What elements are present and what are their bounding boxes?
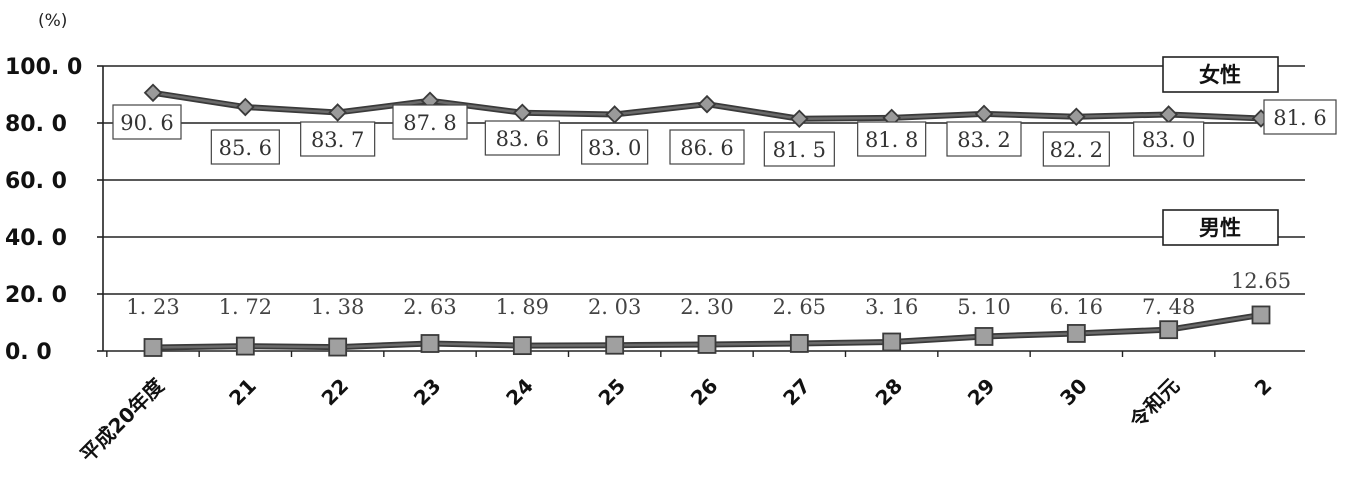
data-point [974, 327, 994, 346]
x-tick-label: 令和元 [1125, 374, 1184, 433]
data-point [143, 83, 163, 103]
data-label: 83. 6 [496, 127, 549, 151]
series-name-label: 男性 [1199, 216, 1241, 240]
data-label: 6. 16 [1050, 295, 1103, 319]
data-point [974, 104, 994, 124]
data-label: 1. 89 [496, 295, 549, 319]
x-tick-label: 30 [1055, 374, 1092, 411]
data-point [513, 103, 532, 123]
x-tick-label: 21 [224, 374, 261, 411]
data-label: 1. 38 [311, 295, 364, 319]
data-label: 90. 6 [120, 111, 173, 135]
data-point [1066, 324, 1086, 343]
data-point [328, 103, 347, 122]
data-point [789, 334, 809, 353]
data-label-box [1042, 131, 1110, 167]
data-label: 7. 48 [1142, 295, 1195, 319]
data-label-box [1133, 121, 1205, 157]
data-label: 1. 23 [126, 295, 179, 319]
series-name-box [1162, 56, 1279, 93]
data-label: 82. 2 [1050, 138, 1103, 162]
y-tick-label: 20. 0 [5, 283, 67, 308]
data-label-box [300, 121, 376, 157]
data-point [328, 337, 348, 357]
y-tick-label: 60. 0 [5, 169, 67, 194]
y-tick-label: 0. 0 [5, 340, 52, 365]
data-point [882, 332, 902, 352]
x-tick-label: 28 [871, 374, 908, 411]
data-label-box [484, 120, 560, 156]
data-point [143, 338, 163, 357]
data-label: 87. 8 [403, 111, 456, 135]
series-name-label: 女性 [1199, 63, 1241, 87]
data-point [1251, 305, 1271, 325]
data-point [420, 334, 440, 353]
data-label-box [669, 129, 745, 165]
data-point [1159, 105, 1178, 124]
data-label: 81. 8 [865, 128, 918, 152]
data-label-box [392, 104, 468, 140]
data-label: 83. 2 [957, 128, 1010, 152]
data-point [236, 97, 255, 117]
data-point [1067, 107, 1086, 127]
x-tick-labels: 平成20年度 21 22 23 24 25 26 27 28 29 30 令和元 2 [75, 373, 1276, 467]
data-label-box [946, 121, 1022, 157]
data-label: 2. 65 [773, 295, 826, 319]
data-label: 86. 6 [680, 136, 733, 160]
data-label: 81. 6 [1273, 106, 1326, 130]
unit-label: (%) [38, 11, 67, 31]
data-label: 83. 0 [588, 136, 641, 160]
y-tick-label: 100. 0 [5, 55, 82, 80]
data-point [697, 335, 717, 354]
data-point [605, 335, 625, 355]
series-markers [143, 83, 1271, 357]
data-label: 85. 6 [219, 136, 272, 160]
y-tick-label: 40. 0 [5, 226, 67, 251]
data-label: 83. 7 [311, 128, 364, 152]
x-tick-label: 26 [686, 374, 723, 411]
data-label: 3. 16 [865, 295, 918, 319]
data-label: 12.65 [1231, 269, 1291, 293]
data-point [512, 336, 532, 356]
data-labels: 90. 6 85. 6 83. 7 87. 8 83. 6 83. 0 86. 6 81. 5… [112, 99, 1337, 319]
series-name-box [1162, 209, 1279, 246]
data-label-box [210, 129, 280, 165]
data-label-box [857, 121, 927, 157]
x-tick-label: 29 [963, 374, 1000, 411]
data-label-box [763, 131, 835, 167]
x-tick-label: 23 [409, 374, 446, 411]
y-tick-labels: 0. 0 20. 0 40. 0 60. 0 80. 0 100. 0 [5, 55, 82, 365]
data-label: 2. 30 [680, 295, 733, 319]
data-point [1159, 320, 1179, 340]
x-tick-label: 2 [1250, 374, 1277, 401]
x-tick-label: 平成20年度 [75, 373, 169, 467]
data-label: 2. 03 [588, 295, 641, 319]
data-point [790, 109, 809, 128]
x-tick-label: 25 [594, 374, 631, 411]
x-tick-label: 22 [317, 374, 354, 411]
y-tick-label: 80. 0 [5, 112, 67, 137]
data-point [697, 94, 717, 114]
data-label: 5. 10 [957, 295, 1010, 319]
data-label: 1. 72 [219, 295, 272, 319]
data-label: 83. 0 [1142, 128, 1195, 152]
data-label-box [581, 129, 649, 165]
data-label: 81. 5 [773, 138, 826, 162]
data-point [235, 336, 255, 356]
x-tick-label: 24 [501, 374, 538, 411]
data-label-box [1263, 99, 1337, 135]
data-label: 2. 63 [403, 295, 456, 319]
x-tick-label: 27 [778, 374, 815, 411]
data-label-box [112, 104, 182, 140]
data-point [605, 105, 624, 124]
